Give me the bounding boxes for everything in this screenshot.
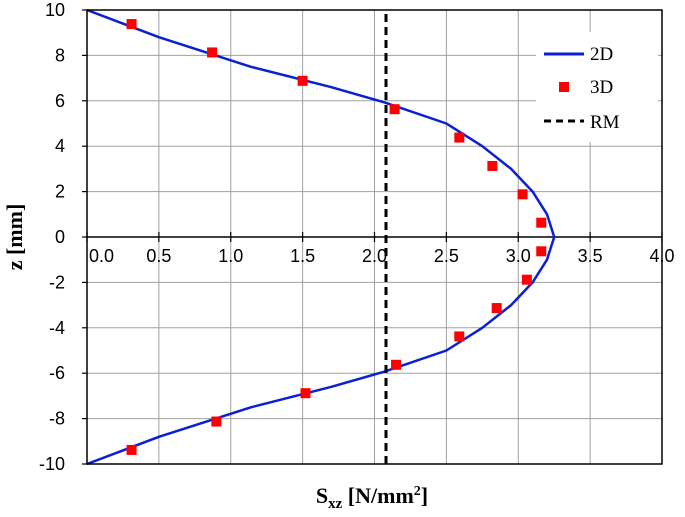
x-tick-label: 3.0 [506, 246, 531, 266]
y-tick-label: 2 [55, 182, 65, 202]
series-3d-point [207, 47, 218, 58]
legend: 2D 3D RM [536, 32, 658, 142]
series-3d-point [391, 359, 402, 370]
y-tick-label: 10 [45, 0, 65, 20]
x-tick-label: 2.0 [362, 246, 387, 266]
legend-3d-label: 3D [590, 77, 613, 98]
series-3d-point [536, 246, 547, 257]
x-tick-label: 1.5 [290, 246, 315, 266]
series-3d-point [297, 75, 308, 86]
y-tick-label: -4 [49, 318, 65, 338]
y-tick-label: 8 [55, 45, 65, 65]
series-3d-point [300, 388, 311, 399]
legend-2d-label: 2D [590, 44, 613, 65]
series-3d-point [487, 160, 498, 171]
series-3d-point [389, 104, 400, 115]
x-axis-title-unit: [N/mm [342, 483, 413, 508]
y-tick-label: -10 [39, 454, 65, 474]
series-layer [86, 8, 556, 466]
plot-border [86, 9, 663, 465]
x-tick-label: 1.0 [218, 246, 243, 266]
series-3d-point [454, 132, 465, 143]
y-tick-label: 6 [55, 91, 65, 111]
x-axis-title-main: S [316, 483, 328, 508]
legend-background [536, 32, 658, 142]
x-tick-label: 0.0 [89, 246, 114, 266]
y-tick-label: -2 [49, 272, 65, 292]
series-2d-line [86, 8, 556, 466]
series-3d-point [126, 19, 137, 30]
x-axis-title-superscript: 2 [414, 484, 421, 499]
series-3d-point [491, 303, 502, 314]
legend-3d-swatch [559, 82, 569, 92]
y-tick-label: 4 [55, 136, 65, 156]
series-3d-point [521, 274, 532, 285]
series-3d-point [126, 444, 137, 455]
y-axis-title: z [mm] [2, 204, 27, 271]
y-tick-label: -6 [49, 363, 65, 383]
x-tick-labels: 0.0 0.5 1.0 1.5 2.0 2.5 3.0 3.5 4.0 [86, 232, 675, 266]
x-axis-title-subscript: xz [328, 496, 343, 512]
y-tick-label: 0 [55, 227, 65, 247]
series-3d-point [517, 189, 528, 200]
legend-rm-label: RM [590, 112, 620, 133]
series-3d-point [536, 217, 547, 228]
x-axis-title: Sxz [N/mm2] [316, 483, 428, 512]
series-3d-point [454, 331, 465, 342]
x-tick-label: 3.5 [578, 246, 603, 266]
x-tick-label: 2.5 [434, 246, 459, 266]
x-tick-label: 0.5 [146, 246, 171, 266]
y-tick-label: -8 [49, 409, 65, 429]
x-axis-title-unit-close: ] [421, 483, 428, 508]
y-tick-labels: 10 8 6 4 2 0 -2 -4 -6 -8 -10 [39, 0, 87, 474]
series-3d-point [211, 416, 222, 427]
